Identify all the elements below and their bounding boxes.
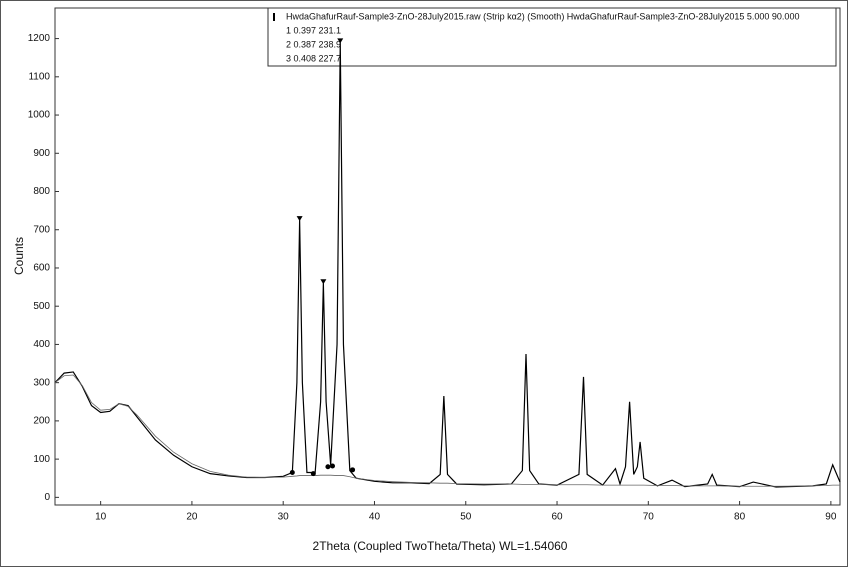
x-tick-label: 60 bbox=[551, 512, 563, 523]
x-axis-label: 2Theta (Coupled TwoTheta/Theta) WL=1.540… bbox=[313, 539, 568, 553]
y-tick-label: 200 bbox=[33, 416, 50, 427]
base-marker bbox=[310, 471, 316, 477]
y-tick-label: 600 bbox=[33, 263, 50, 274]
base-marker bbox=[329, 463, 335, 469]
legend-row: 2 0.387 238.9 bbox=[286, 39, 341, 49]
y-axis-label: Counts bbox=[12, 237, 26, 275]
x-tick-label: 80 bbox=[734, 512, 746, 523]
x-tick-label: 40 bbox=[369, 512, 381, 523]
y-tick-label: 500 bbox=[33, 301, 50, 312]
x-tick-label: 20 bbox=[186, 512, 198, 523]
peak-marker bbox=[320, 279, 327, 285]
y-tick-label: 1200 bbox=[28, 33, 51, 44]
y-tick-label: 700 bbox=[33, 224, 50, 235]
x-tick-label: 90 bbox=[825, 512, 837, 523]
peak-marker bbox=[337, 38, 344, 44]
y-tick-label: 800 bbox=[33, 186, 50, 197]
x-tick-label: 70 bbox=[643, 512, 655, 523]
y-tick-label: 300 bbox=[33, 377, 50, 388]
base-marker bbox=[350, 467, 356, 473]
x-tick-label: 30 bbox=[278, 512, 290, 523]
peak-marker bbox=[296, 216, 303, 222]
y-tick-label: 0 bbox=[44, 492, 50, 503]
base-marker bbox=[289, 470, 295, 476]
legend-row: 1 0.397 231.1 bbox=[286, 25, 341, 35]
y-tick-label: 900 bbox=[33, 148, 50, 159]
y-tick-label: 1100 bbox=[28, 71, 50, 82]
base-marker bbox=[325, 464, 331, 470]
legend-title: HwdaGhafurRauf-Sample3-ZnO-28July2015.ra… bbox=[286, 11, 799, 21]
pattern-line bbox=[54, 374, 840, 487]
y-tick-label: 1000 bbox=[28, 110, 51, 121]
legend-marker bbox=[273, 13, 275, 21]
legend-box bbox=[267, 7, 837, 67]
x-tick-label: 10 bbox=[95, 512, 107, 523]
y-tick-label: 100 bbox=[33, 454, 50, 465]
legend-row: 3 0.408 227.7 bbox=[286, 53, 341, 63]
y-tick-label: 400 bbox=[33, 339, 50, 350]
x-tick-label: 50 bbox=[460, 512, 472, 523]
